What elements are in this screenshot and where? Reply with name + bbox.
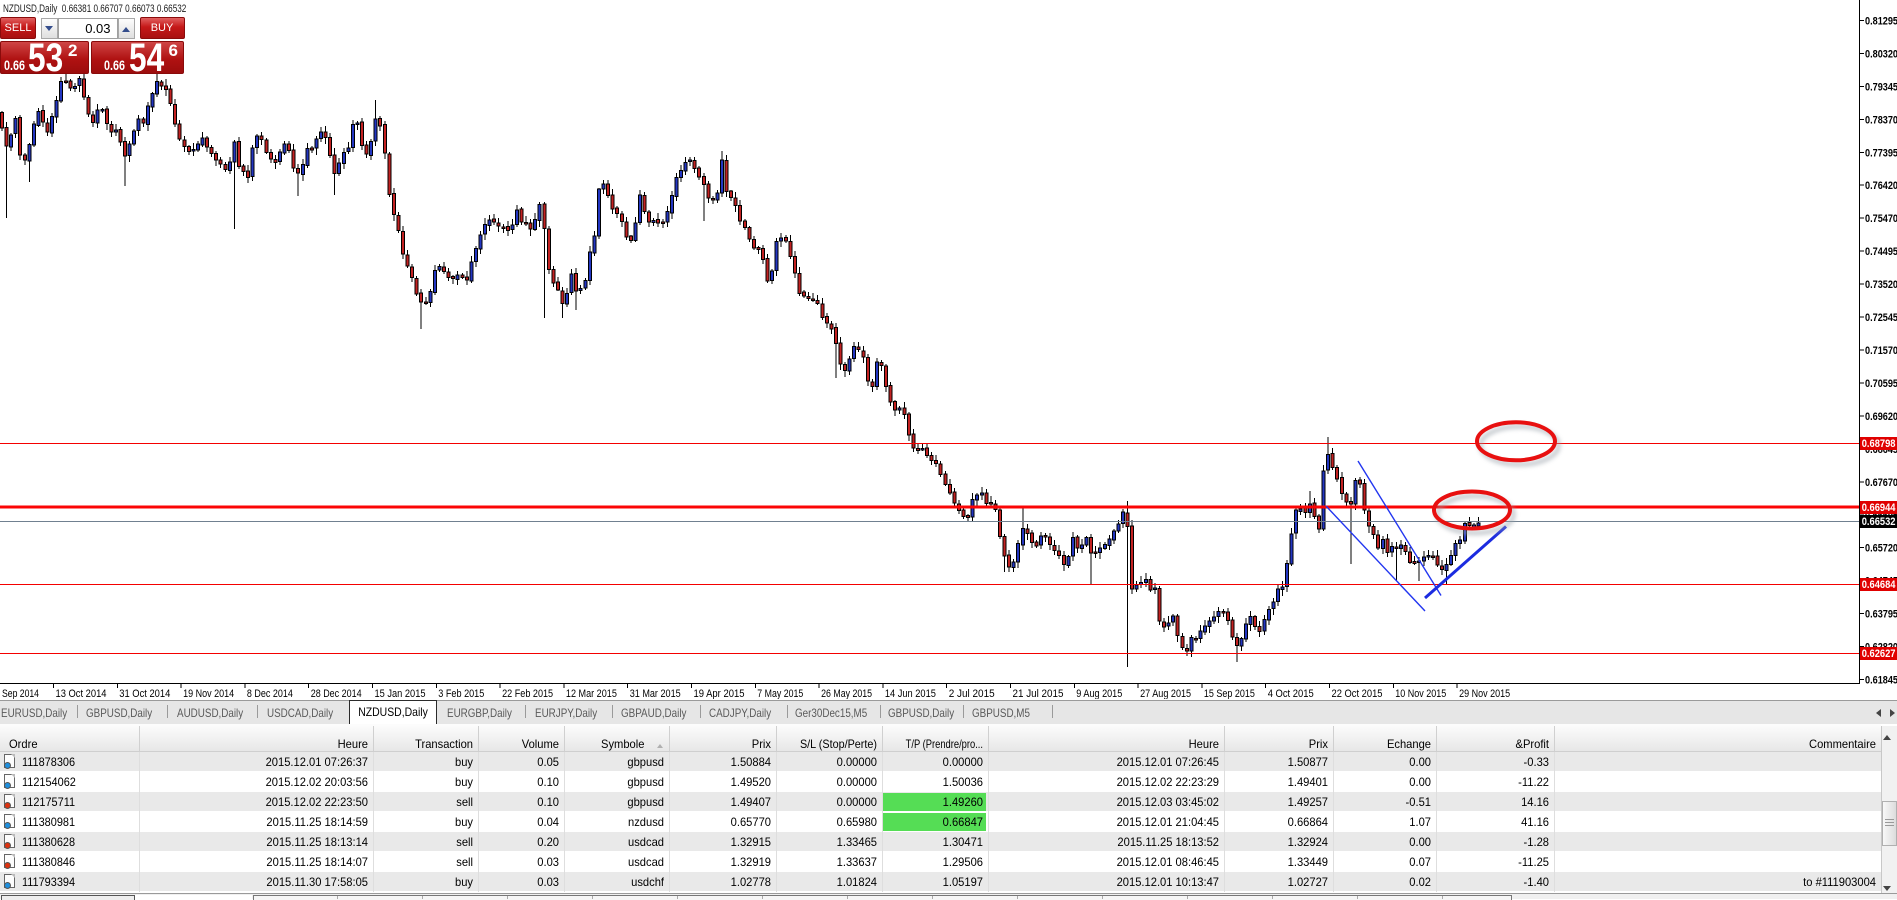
svg-text:0.73520: 0.73520 (1865, 279, 1897, 291)
svg-text:13 Oct 2014: 13 Oct 2014 (56, 688, 107, 699)
svg-text:2 Jul 2015: 2 Jul 2015 (949, 688, 995, 699)
svg-text:3 Feb 2015: 3 Feb 2015 (438, 688, 484, 699)
svg-text:21 Jul 2015: 21 Jul 2015 (1013, 688, 1064, 699)
svg-text:31 Mar 2015: 31 Mar 2015 (630, 688, 681, 699)
svg-text:12 Mar 2015: 12 Mar 2015 (566, 688, 617, 699)
svg-text:0.81295: 0.81295 (1865, 16, 1897, 28)
svg-text:29 Nov 2015: 29 Nov 2015 (1459, 688, 1510, 699)
svg-text:0.74495: 0.74495 (1865, 246, 1897, 258)
svg-text:15 Sep 2015: 15 Sep 2015 (1204, 688, 1255, 699)
svg-text:19 Apr 2015: 19 Apr 2015 (694, 688, 745, 699)
svg-text:26 May 2015: 26 May 2015 (821, 688, 872, 699)
svg-text:Sep 2014: Sep 2014 (2, 688, 39, 699)
svg-text:0.72545: 0.72545 (1865, 312, 1897, 324)
svg-text:14 Jun 2015: 14 Jun 2015 (885, 688, 936, 699)
svg-text:7 May 2015: 7 May 2015 (757, 688, 803, 699)
svg-text:10 Nov 2015: 10 Nov 2015 (1395, 688, 1446, 699)
svg-text:27 Aug 2015: 27 Aug 2015 (1140, 688, 1191, 699)
svg-text:0.63795: 0.63795 (1865, 609, 1897, 621)
svg-text:28 Dec 2014: 28 Dec 2014 (311, 688, 362, 699)
svg-text:9 Aug 2015: 9 Aug 2015 (1076, 688, 1122, 699)
svg-text:0.78370: 0.78370 (1865, 114, 1897, 126)
svg-text:4 Oct 2015: 4 Oct 2015 (1268, 688, 1314, 699)
svg-text:0.65720: 0.65720 (1865, 543, 1897, 555)
svg-text:0.79345: 0.79345 (1865, 81, 1897, 93)
svg-text:19 Nov 2014: 19 Nov 2014 (183, 688, 234, 699)
svg-text:0.80320: 0.80320 (1865, 49, 1897, 61)
svg-text:22 Feb 2015: 22 Feb 2015 (502, 688, 553, 699)
svg-text:15 Jan 2015: 15 Jan 2015 (375, 688, 426, 699)
svg-text:22 Oct 2015: 22 Oct 2015 (1332, 688, 1383, 699)
svg-text:0.75470: 0.75470 (1865, 213, 1897, 225)
svg-text:8 Dec 2014: 8 Dec 2014 (247, 688, 293, 699)
svg-text:0.77395: 0.77395 (1865, 147, 1897, 159)
svg-text:0.67670: 0.67670 (1865, 477, 1897, 489)
svg-text:0.70595: 0.70595 (1865, 378, 1897, 390)
svg-text:0.69620: 0.69620 (1865, 411, 1897, 423)
svg-text:0.71570: 0.71570 (1865, 345, 1897, 357)
svg-text:0.61845: 0.61845 (1865, 675, 1897, 687)
svg-text:31 Oct 2014: 31 Oct 2014 (119, 688, 170, 699)
svg-text:0.76420: 0.76420 (1865, 180, 1897, 192)
